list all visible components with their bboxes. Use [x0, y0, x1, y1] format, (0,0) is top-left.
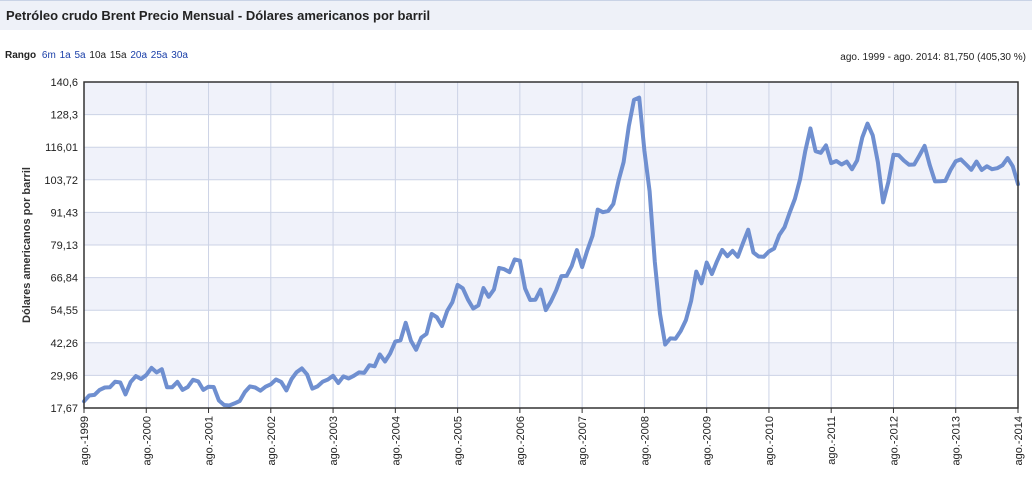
x-tick-label: ago.-2003 — [328, 416, 340, 466]
grid-band — [84, 277, 1018, 311]
range-option-10a[interactable]: 10a — [89, 50, 107, 61]
y-axis-label: Dólares americanos por barril — [21, 167, 33, 323]
y-tick-label: 79,13 — [50, 240, 78, 252]
range-option-5a[interactable]: 5a — [74, 50, 86, 61]
range-option-20a[interactable]: 20a — [130, 50, 148, 61]
range-option-1a[interactable]: 1a — [59, 50, 71, 61]
x-tick-label: ago.-2002 — [266, 416, 278, 466]
y-tick-label: 66,84 — [50, 273, 78, 285]
grid-band — [84, 212, 1018, 245]
range-label: Rango — [5, 50, 37, 61]
x-tick-label: ago.-2005 — [453, 416, 465, 466]
grid-band — [84, 147, 1018, 180]
y-tick-label: 103,72 — [44, 175, 78, 187]
range-option-30a[interactable]: 30a — [171, 50, 188, 61]
x-tick-label: ago.-2001 — [204, 416, 216, 466]
plot-bands — [84, 82, 1018, 376]
y-tick-label: 116,01 — [45, 142, 78, 154]
x-tick-label: ago.-2010 — [764, 416, 776, 466]
y-tick-label: 29,96 — [50, 370, 78, 382]
x-tick-label: ago.-2012 — [888, 416, 900, 466]
x-tick-label: ago.-2007 — [577, 416, 589, 466]
range-summary: ago. 1999 - ago. 2014: 81,750 (405,30 %) — [840, 52, 1026, 63]
range-option-25a[interactable]: 25a — [150, 50, 168, 61]
y-axis-ticks: 17,67 29,96 42,26 54,55 66,84 79,13 91,43 103,7… — [44, 77, 78, 415]
grid-band — [84, 82, 1018, 115]
page-title: Petróleo crudo Brent Precio Mensual - Dó… — [6, 8, 431, 23]
y-tick-label: 42,26 — [50, 338, 78, 350]
x-tick-label: ago.-2006 — [515, 416, 527, 466]
x-axis-ticks: ago.-1999 ago.-2000 ago.-2001 ago.-2002 ago.… — [79, 408, 1025, 466]
range-option-6m[interactable]: 6m — [41, 50, 56, 61]
x-tick-label: ago.-2009 — [702, 416, 714, 466]
x-tick-label: ago.-2004 — [390, 416, 402, 466]
x-tick-label: ago.-2014 — [1013, 416, 1025, 466]
y-tick-label: 140,6 — [50, 77, 78, 89]
plot-frame — [83, 81, 1019, 409]
x-tick-label: ago.-2011 — [826, 416, 838, 465]
x-tick-label: ago.-1999 — [79, 416, 91, 466]
title-bar: Petróleo crudo Brent Precio Mensual - Dó… — [0, 0, 1032, 30]
y-tick-label: 91,43 — [50, 207, 78, 219]
x-tick-label: ago.-2000 — [141, 416, 153, 466]
grid-band — [84, 342, 1018, 376]
y-tick-label: 17,67 — [50, 403, 78, 415]
x-tick-label: ago.-2013 — [951, 416, 963, 466]
range-option-15a[interactable]: 15a — [109, 50, 127, 61]
y-tick-label: 54,55 — [50, 305, 78, 317]
y-tick-label: 128,3 — [50, 110, 78, 122]
range-selector: Rango 6m 1a 5a 10a 15a 20a 25a 30a — [5, 50, 189, 61]
x-tick-label: ago.-2008 — [639, 416, 651, 466]
series-line-brent — [82, 95, 1020, 408]
